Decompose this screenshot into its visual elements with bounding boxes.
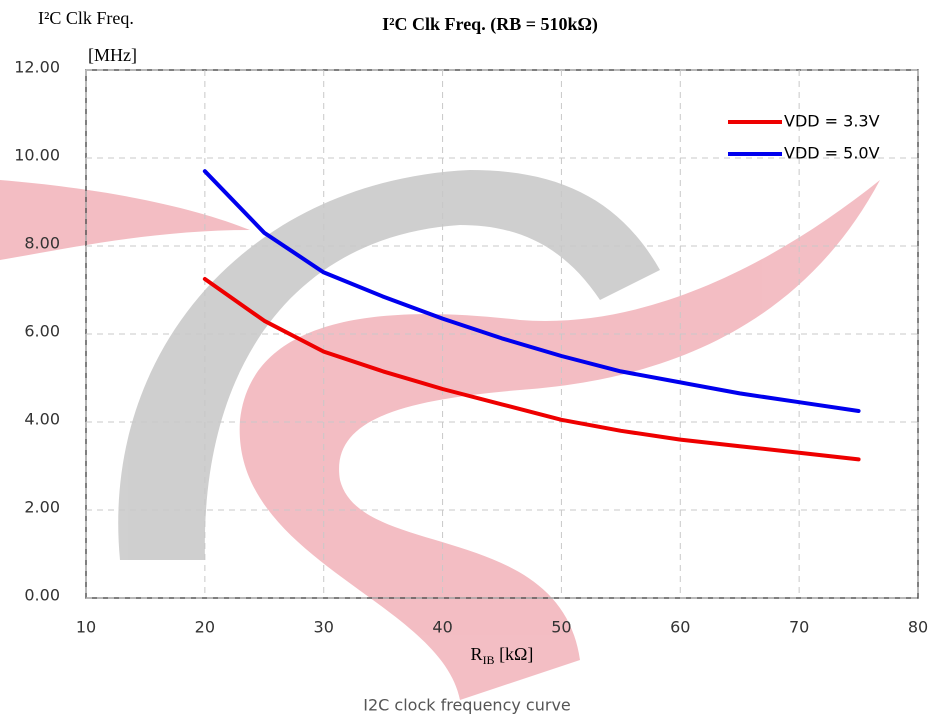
y-tick-label: 0.00 (24, 586, 60, 605)
series-line (202, 169, 861, 413)
x-tick-label: 80 (908, 618, 928, 637)
x-label-unit: [kΩ] (495, 644, 534, 664)
watermark-swirl (0, 180, 250, 260)
x-tick-label: 60 (670, 618, 690, 637)
y-tick-label: 12.00 (14, 58, 60, 77)
watermark-arc (118, 170, 660, 560)
y-axis-unit: [MHz] (88, 45, 137, 65)
watermark-swirl (239, 180, 881, 700)
x-label-main: R (471, 644, 483, 664)
x-tick-label: 50 (551, 618, 571, 637)
x-tick-label: 30 (314, 618, 334, 637)
x-tick-label: 70 (789, 618, 809, 637)
y-tick-label: 6.00 (24, 322, 60, 341)
y-axis-label: I²C Clk Freq. (38, 8, 134, 28)
chart-title: I²C Clk Freq. (RB = 510kΩ) (382, 14, 598, 35)
series-line (202, 277, 861, 462)
x-tick-label: 10 (76, 618, 96, 637)
watermark (0, 170, 881, 700)
x-label-sub: IB (483, 653, 495, 667)
legend-label: VDD = 5.0V (784, 144, 880, 163)
y-tick-label: 4.00 (24, 410, 60, 429)
y-tick-label: 2.00 (24, 498, 60, 517)
x-axis-label: RIB [kΩ] (471, 644, 534, 667)
y-tick-label: 10.00 (14, 146, 60, 165)
x-tick-label: 20 (195, 618, 215, 637)
y-tick-label: 8.00 (24, 234, 60, 253)
legend-label: VDD = 3.3V (784, 112, 880, 131)
x-tick-label: 40 (432, 618, 452, 637)
caption: I2C clock frequency curve (363, 696, 571, 715)
